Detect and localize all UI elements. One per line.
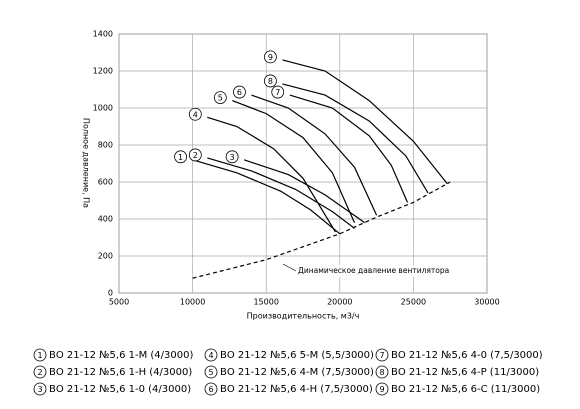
label-number: 5 [218,94,223,103]
label-number: 8 [268,77,273,86]
label-circle [375,365,389,379]
x-tick-label: 25000 [401,298,426,307]
annotation: Динамическое давление вентилятора [298,266,449,275]
annotation-box [296,265,432,277]
x-tick-label: 10000 [180,298,205,307]
x-tick-label: 5000 [109,298,129,307]
legend-label: ВО 21-12 №5,6 5-М (5,5/3000) [220,350,374,361]
series-line [251,94,378,216]
series-line [207,157,355,229]
label-circle [33,348,47,362]
label-circle [204,348,218,362]
label-circle [375,382,389,396]
label-circle [33,365,47,379]
dynamic-pressure-line [192,181,451,279]
label-circle [188,107,202,121]
label-number: 3 [37,385,42,394]
label-number: 1 [37,351,42,360]
label-number: 7 [379,351,384,360]
label-number: 4 [193,110,198,119]
series-line [192,159,341,235]
label-number: 4 [208,351,213,360]
series-line [282,59,448,185]
y-tick-label: 1400 [93,30,113,39]
legend-label: ВО 21-12 №5,6 4-Р (11/3000) [391,367,539,378]
label-circle [263,74,277,88]
series-line [207,116,336,233]
label-number: 9 [268,53,273,62]
y-tick-label: 1200 [93,67,113,76]
label-number: 9 [379,385,384,394]
label-number: 7 [275,88,280,97]
label-number: 6 [237,88,242,97]
label-circle [225,150,239,164]
y-tick-label: 600 [98,178,113,187]
label-circle [213,91,227,104]
label-circle [204,382,218,396]
y-tick-label: 200 [98,252,113,261]
legend-label: ВО 21-12 №5,6 4-М (7,5/3000) [220,367,374,378]
label-number: 2 [193,151,198,160]
label-number: 3 [230,153,235,162]
x-axis-label: Производительность, м3/ч [247,312,360,321]
legend-label: ВО 21-12 №5,6 1-М (4/3000) [49,350,193,361]
series-line [289,94,409,203]
label-circle [233,85,246,99]
legend-label: ВО 21-12 №5,6 6-С (11/3000) [391,384,540,395]
y-tick-label: 1000 [93,104,113,113]
label-circle [204,365,218,379]
label-number: 1 [178,153,183,162]
label-circle [375,348,389,362]
label-circle [33,382,47,396]
y-tick-label: 0 [108,289,113,298]
label-circle [271,85,285,99]
label-number: 5 [208,368,213,377]
label-number: 8 [379,368,384,377]
plot-area [118,33,488,294]
label-circle [174,150,188,164]
x-tick-label: 30000 [474,298,499,307]
annotation-leader [282,263,297,272]
label-number: 6 [208,385,213,394]
y-tick-label: 400 [98,215,113,224]
series-line [232,100,356,223]
y-tick-label: 800 [98,141,113,150]
legend-label: ВО 21-12 №5,6 4-0 (7,5/3000) [391,350,543,361]
label-number: 2 [37,368,42,377]
series-line [282,83,429,194]
label-circle [188,148,202,162]
label-circle [263,50,277,64]
y-axis-label: Полное давление, Па [82,118,91,208]
x-tick-label: 20000 [327,298,352,307]
legend-label: ВО 21-12 №5,6 1-0 (4/3000) [49,384,191,395]
legend-label: ВО 21-12 №5,6 4-Н (7,5/3000) [220,384,373,395]
legend-label: ВО 21-12 №5,6 1-Н (4/3000) [49,367,192,378]
x-tick-label: 15000 [253,298,278,307]
